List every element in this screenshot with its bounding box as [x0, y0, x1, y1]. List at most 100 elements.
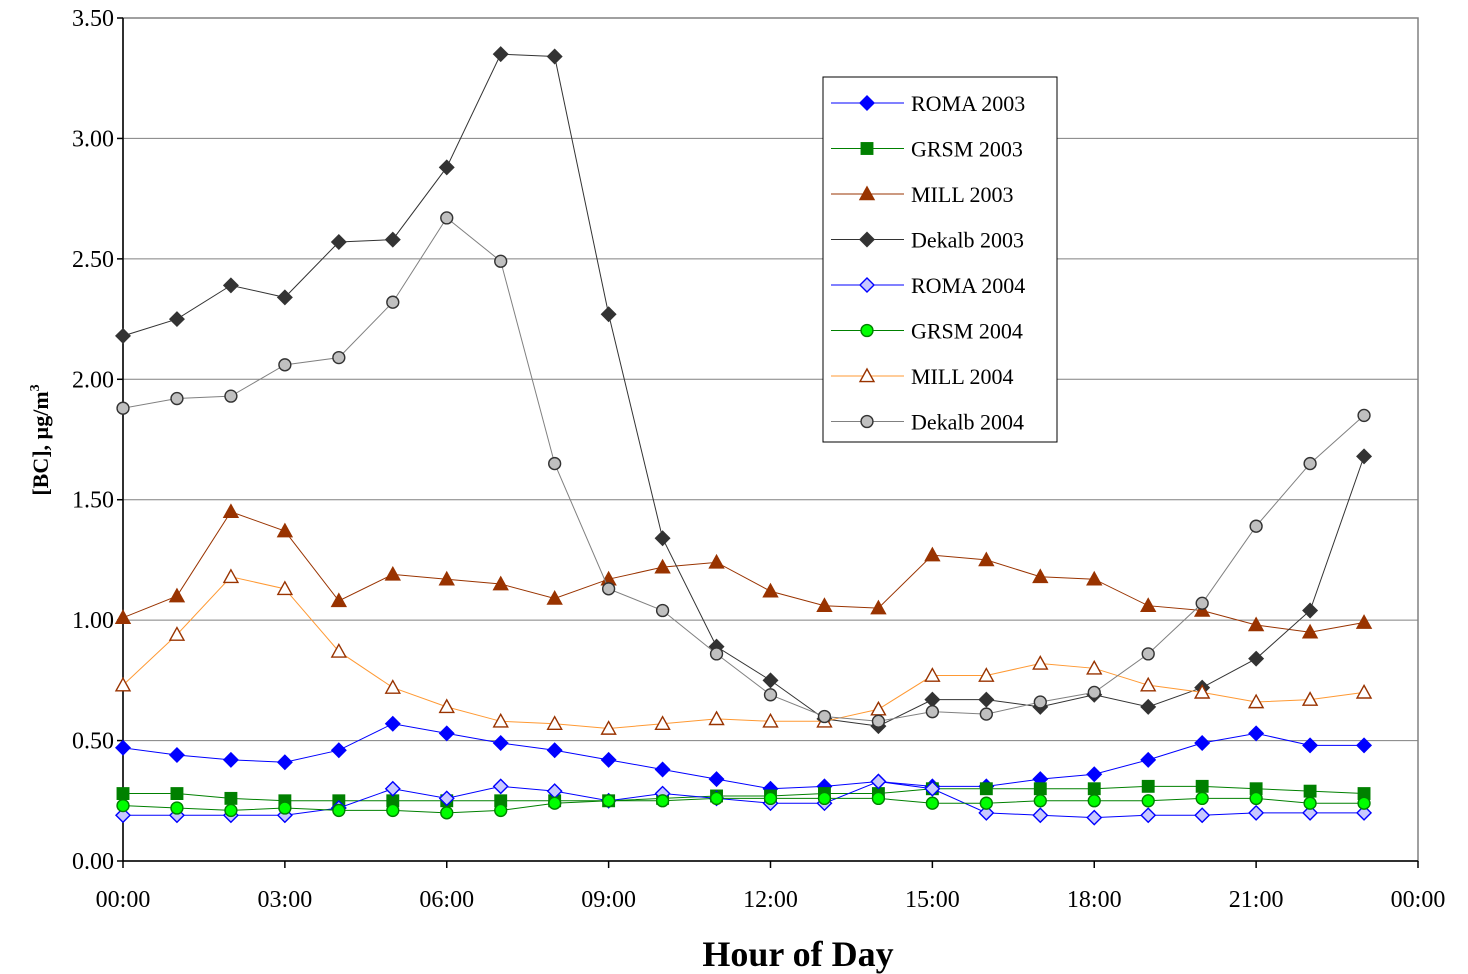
legend-entry: Dekalb 2004: [831, 410, 1024, 435]
series-line: [122, 576, 1365, 730]
data-point-circle: [763, 791, 778, 806]
data-point-square: [1087, 782, 1101, 796]
data-point-diamond: [546, 742, 563, 759]
data-point-triangle: [114, 676, 132, 692]
data-point-triangle: [492, 712, 509, 728]
data-point-circle: [817, 791, 832, 806]
data-point-diamond: [1248, 804, 1265, 821]
data-point-diamond: [1140, 698, 1157, 715]
legend-entry: ROMA 2003: [831, 91, 1025, 116]
legend-label: MILL 2004: [911, 364, 1013, 389]
series-line: [122, 511, 1365, 633]
data-point-diamond: [870, 773, 887, 790]
y-axis-label-superscript: 3: [28, 384, 43, 391]
data-point-circle: [386, 295, 400, 309]
series-line: [123, 785, 1365, 802]
plot-area-frame: [122, 17, 1419, 862]
data-point-diamond: [708, 771, 725, 788]
data-point-square: [1303, 784, 1317, 798]
data-point-circle: [1249, 791, 1263, 806]
data-point-triangle: [1032, 568, 1049, 584]
data-point-diamond: [1140, 807, 1157, 824]
x-tick-label: 03:00: [258, 887, 313, 913]
data-point-triangle: [978, 667, 995, 682]
data-point-triangle: [1193, 683, 1211, 699]
data-point-triangle: [330, 592, 348, 608]
data-point-diamond: [276, 289, 293, 306]
y-tick-label: 1.50: [72, 488, 114, 514]
y-tick-label: 0.00: [72, 849, 114, 875]
data-point-circle: [709, 791, 724, 806]
data-point-triangle: [492, 575, 509, 591]
data-point-square: [1033, 782, 1047, 796]
data-point-circle: [1033, 695, 1047, 709]
legend-entry: ROMA 2004: [831, 273, 1025, 298]
data-point-circle: [170, 391, 184, 406]
data-point-circle: [601, 582, 616, 596]
x-tick-label: 21:00: [1229, 887, 1284, 913]
data-point-circle: [655, 603, 670, 618]
series-lines: [114, 46, 1373, 826]
data-point-triangle: [1086, 570, 1103, 586]
series-dekalb-2004: [116, 211, 1371, 728]
y-tick-label: 3.50: [72, 6, 114, 32]
data-point-circle: [224, 389, 238, 403]
data-point-circle: [860, 323, 874, 338]
series-dekalb-2003: [115, 46, 1373, 735]
data-point-circle: [1141, 794, 1155, 808]
data-point-circle: [278, 801, 292, 815]
data-point-diamond: [978, 691, 995, 708]
data-point-diamond: [168, 311, 185, 328]
data-point-triangle: [330, 643, 348, 658]
data-point-triangle: [708, 553, 725, 569]
data-point-circle: [548, 456, 562, 471]
series-roma-2003: [115, 715, 1373, 797]
data-point-square: [116, 787, 130, 801]
data-point-circle: [116, 401, 130, 415]
x-tick-label: 18:00: [1067, 887, 1122, 913]
legend-label: Dekalb 2003: [911, 228, 1024, 253]
data-point-diamond: [438, 725, 455, 742]
data-point-circle: [871, 714, 886, 728]
data-point-circle: [1141, 647, 1155, 661]
legend-label: ROMA 2004: [911, 273, 1025, 298]
data-point-triangle: [1140, 676, 1157, 692]
y-tick-label: 2.50: [72, 247, 114, 273]
data-point-circle: [871, 791, 886, 806]
legend-label: MILL 2003: [911, 182, 1013, 207]
data-point-diamond: [384, 231, 401, 248]
data-point-circle: [494, 254, 508, 268]
data-point-circle: [1195, 791, 1209, 806]
data-point-triangle: [858, 367, 876, 383]
y-axis-label: [BC], µg/m3: [28, 384, 53, 495]
data-point-circle: [925, 705, 940, 719]
y-tick-label: 1.00: [72, 608, 114, 634]
data-point-triangle: [168, 587, 186, 603]
data-point-circle: [979, 707, 993, 721]
data-point-diamond: [600, 751, 617, 768]
data-point-triangle: [870, 700, 887, 716]
data-point-diamond: [492, 734, 509, 751]
data-point-triangle: [1355, 683, 1373, 699]
data-point-diamond: [1356, 737, 1373, 754]
data-point-diamond: [978, 804, 995, 821]
data-point-triangle: [654, 558, 671, 574]
data-point-diamond: [330, 234, 347, 250]
data-point-circle: [1303, 796, 1317, 810]
data-point-triangle: [1140, 597, 1157, 612]
series-line: [122, 53, 1365, 727]
x-tick-label: 00:00: [1391, 887, 1446, 913]
data-point-diamond: [115, 327, 131, 344]
legend-label: GRSM 2003: [911, 137, 1023, 162]
data-point-triangle: [1086, 659, 1103, 675]
data-point-triangle: [1247, 616, 1265, 632]
y-axis-label-text: [BC], µg/m: [28, 391, 53, 495]
data-point-triangle: [114, 609, 132, 625]
data-point-diamond: [654, 530, 671, 547]
data-point-square: [860, 142, 874, 155]
legend-entry: MILL 2003: [831, 182, 1013, 207]
data-point-circle: [1087, 794, 1101, 808]
legend-entry: GRSM 2004: [831, 319, 1023, 344]
data-point-diamond: [1032, 807, 1049, 824]
legend-label: GRSM 2004: [911, 319, 1023, 344]
